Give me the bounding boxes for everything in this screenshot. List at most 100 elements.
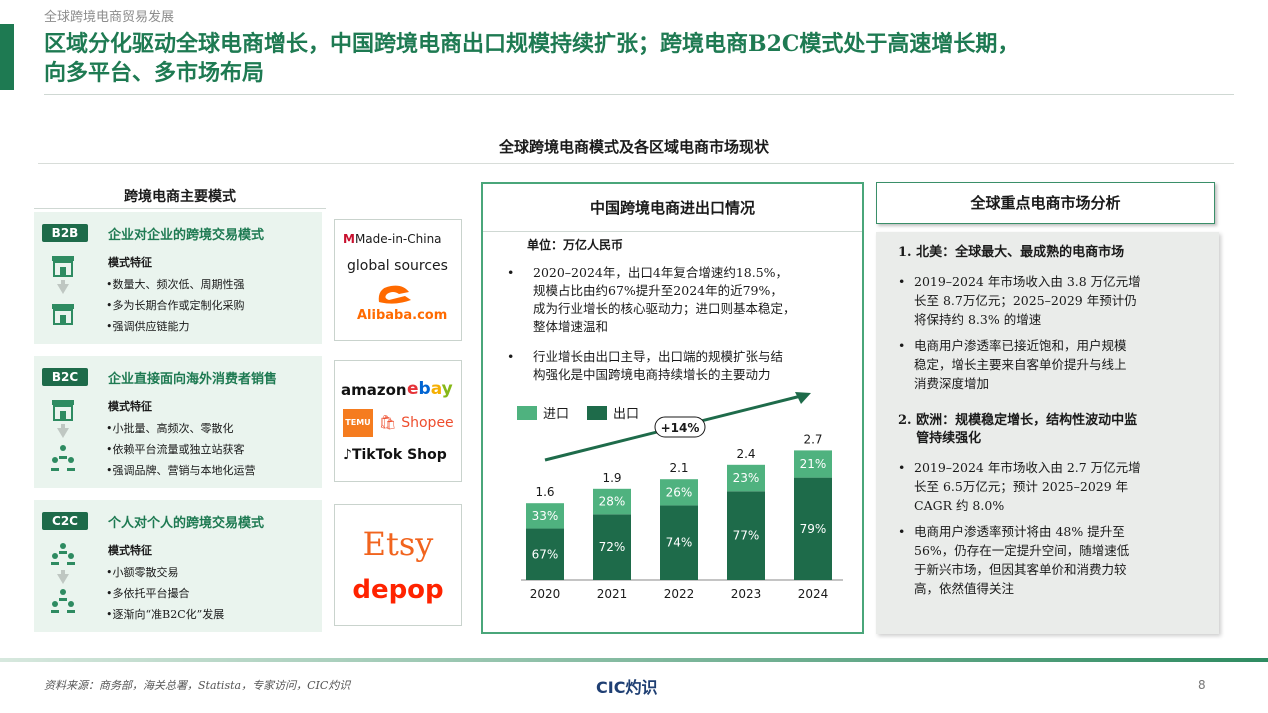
bar-import (526, 503, 564, 529)
model-tag: B2B (42, 224, 88, 242)
amazon-logo: amazon (341, 381, 407, 399)
growth-badge (654, 416, 706, 438)
model-tag: B2C (42, 368, 88, 386)
model-card-b2c: B2C 企业直接面向海外消费者销售 模式特征 •小批量、高频次、零散化 •依赖平… (34, 356, 322, 488)
etsy-logo: Etsy (362, 525, 434, 563)
made-in-china-logo: MMade-in-China (343, 232, 442, 246)
title-accent-bar (0, 24, 14, 90)
model-card-c2c: C2C 个人对个人的跨境交易模式 模式特征 •小额零散交易 •多依托平台撮合 •… (34, 500, 322, 632)
global-market-panel: 1. 北美：全球最大、最成熟的电商市场 • 2019–2024 年市场收入由 3… (876, 232, 1219, 634)
alibaba-logo: Alibaba.com (357, 308, 448, 323)
feature-item: •依赖平台流量或独立站获客 (106, 443, 245, 456)
section-heading-north-america: 1. 北美：全球最大、最成熟的电商市场 (898, 245, 1125, 260)
brand-logo: CIC灼识 (596, 678, 658, 697)
feature-title: 模式特征 (108, 544, 152, 557)
model-description: 个人对个人的跨境交易模式 (108, 516, 265, 531)
total-label: 2.1 (669, 461, 688, 475)
page-title: 区域分化驱动全球电商增长，中国跨境电商出口规模持续扩张；跨境电商B2C模式处于高… (44, 30, 1244, 88)
page-number: 8 (1198, 678, 1206, 692)
market-bullet: • 电商用户渗透率预计将由 48% 提升至 56%，仍存在一定提升空间，随增速低… (898, 524, 1130, 596)
shopee-logo: 🛍 Shopee (379, 415, 454, 431)
model-description: 企业对企业的跨境交易模式 (108, 228, 265, 243)
model-tag: C2C (42, 512, 88, 530)
global-panel-title: 全球重点电商市场分析 (876, 182, 1215, 224)
feature-item: •数量大、频次低、周期性强 (106, 278, 245, 291)
models-title: 跨境电商主要模式 (124, 189, 236, 205)
feature-item: •逐渐向“准B2C化”发展 (106, 608, 225, 621)
bar-export (660, 505, 698, 580)
data-label-import: 28% (599, 495, 626, 509)
models-divider (34, 208, 326, 209)
market-bullet: • 电商用户渗透率已接近饱和，用户规模 稳定，增长主要来自客单价提升与线上 消费… (898, 338, 1127, 391)
model-description: 企业直接面向海外消费者销售 (108, 372, 278, 387)
growth-annotation: +14% (661, 421, 700, 435)
data-label-export: 74% (666, 536, 693, 550)
subtitle-divider (38, 163, 1234, 164)
temu-logo: TEMU (343, 409, 373, 437)
feature-title: 模式特征 (108, 400, 152, 413)
store-to-people-icon (48, 398, 78, 482)
market-bullet: • 2019–2024 年市场收入由 2.7 万亿元增 长至 6.5万亿元；预计… (898, 460, 1141, 513)
x-tick-label: 2021 (597, 587, 628, 601)
depop-logo: depop (352, 575, 444, 605)
x-tick-label: 2023 (731, 587, 762, 601)
data-label-export: 77% (733, 529, 760, 543)
b2c-logos: amazon ebayebay TEMU 🛍 Shopee ♪TikTok Sh… (334, 360, 462, 482)
b2b-logos: MMade-in-China global sources Alibaba.co… (334, 219, 462, 341)
china-trade-chart: 进口 出口 67% 33% 1.6 2020 72% 28% 1.9 2021 74% 26% 2.1 2… (517, 392, 843, 601)
feature-item: •多依托平台撮合 (106, 587, 190, 600)
bar-export (794, 477, 832, 580)
page-subtitle: 全球跨境电商模式及各区域电商市场现状 (498, 138, 769, 156)
bar-import (593, 488, 631, 515)
feature-item: •小批量、高频次、零散化 (106, 422, 234, 435)
footer-band (0, 658, 1268, 662)
bar-import (727, 464, 765, 492)
section-label: 全球跨境电商贸易发展 (44, 10, 175, 25)
x-tick-label: 2020 (530, 587, 561, 601)
title-divider (44, 94, 1234, 95)
china-bullet: • 行业增长由出口主导，出口端的规模扩张与结 构强化是中国跨境电商持续增长的主要… (507, 349, 784, 382)
tiktok-shop-logo: ♪TikTok Shop (343, 447, 447, 463)
china-panel-title: 中国跨境电商进出口情况 (483, 184, 862, 232)
page-title-line2: 向多平台、多市场布局 (44, 60, 265, 86)
china-bullet: • 2020–2024年，出口4年复合增速约18.5%， 规模占比由约67%提升… (507, 265, 796, 334)
legend-label-import: 进口 (543, 407, 569, 422)
store-to-store-icon (48, 254, 78, 338)
feature-item: •多为长期合作或定制化采购 (106, 299, 245, 312)
x-tick-label: 2024 (798, 587, 829, 601)
market-bullet: • 2019–2024 年市场收入由 3.8 万亿元增 长至 8.7万亿元；20… (898, 274, 1141, 327)
feature-title: 模式特征 (108, 256, 152, 269)
bar-import (660, 479, 698, 506)
feature-item: •强调供应链能力 (106, 320, 190, 333)
growth-arrow-head (795, 392, 811, 404)
global-sources-logo: global sources (347, 258, 448, 274)
data-label-import: 23% (733, 471, 760, 485)
page-title-line1: 区域分化驱动全球电商增长，中国跨境电商出口规模持续扩张；跨境电商B2C模式处于高… (44, 31, 1020, 57)
feature-item: •小额零散交易 (106, 566, 179, 579)
ebay-logo: ebayebay (407, 379, 453, 399)
legend-swatch-import (517, 406, 537, 420)
legend-label-export: 出口 (613, 407, 639, 422)
people-to-people-icon (48, 542, 78, 626)
total-label: 2.4 (736, 447, 755, 461)
data-label-export: 79% (800, 522, 827, 536)
total-label: 1.9 (602, 471, 621, 485)
alibaba-symbol-icon (375, 282, 415, 304)
legend-swatch-export (587, 406, 607, 420)
x-tick-label: 2022 (664, 587, 695, 601)
unit-label: 单位：万亿人民币 (527, 238, 624, 252)
feature-item: •强调品牌、营销与本地化运营 (106, 464, 256, 477)
data-label-import: 26% (666, 485, 693, 499)
data-label-import: 21% (800, 457, 827, 471)
bar-export (526, 528, 564, 580)
china-trade-panel: 中国跨境电商进出口情况 单位：万亿人民币 • 2020–2024年，出口4年复合… (481, 182, 864, 634)
model-card-b2b: B2B 企业对企业的跨境交易模式 模式特征 •数量大、频次低、周期性强 •多为长… (34, 212, 322, 344)
bar-export (593, 514, 631, 580)
section-heading-europe: 2. 欧洲：规模稳定增长，结构性波动中监 管持续强化 (898, 413, 1138, 446)
data-label-import: 33% (532, 509, 559, 523)
data-label-export: 67% (532, 547, 559, 561)
bar-import (794, 450, 832, 478)
total-label: 2.7 (803, 432, 822, 446)
data-label-export: 72% (599, 540, 626, 554)
bar-export (727, 491, 765, 580)
